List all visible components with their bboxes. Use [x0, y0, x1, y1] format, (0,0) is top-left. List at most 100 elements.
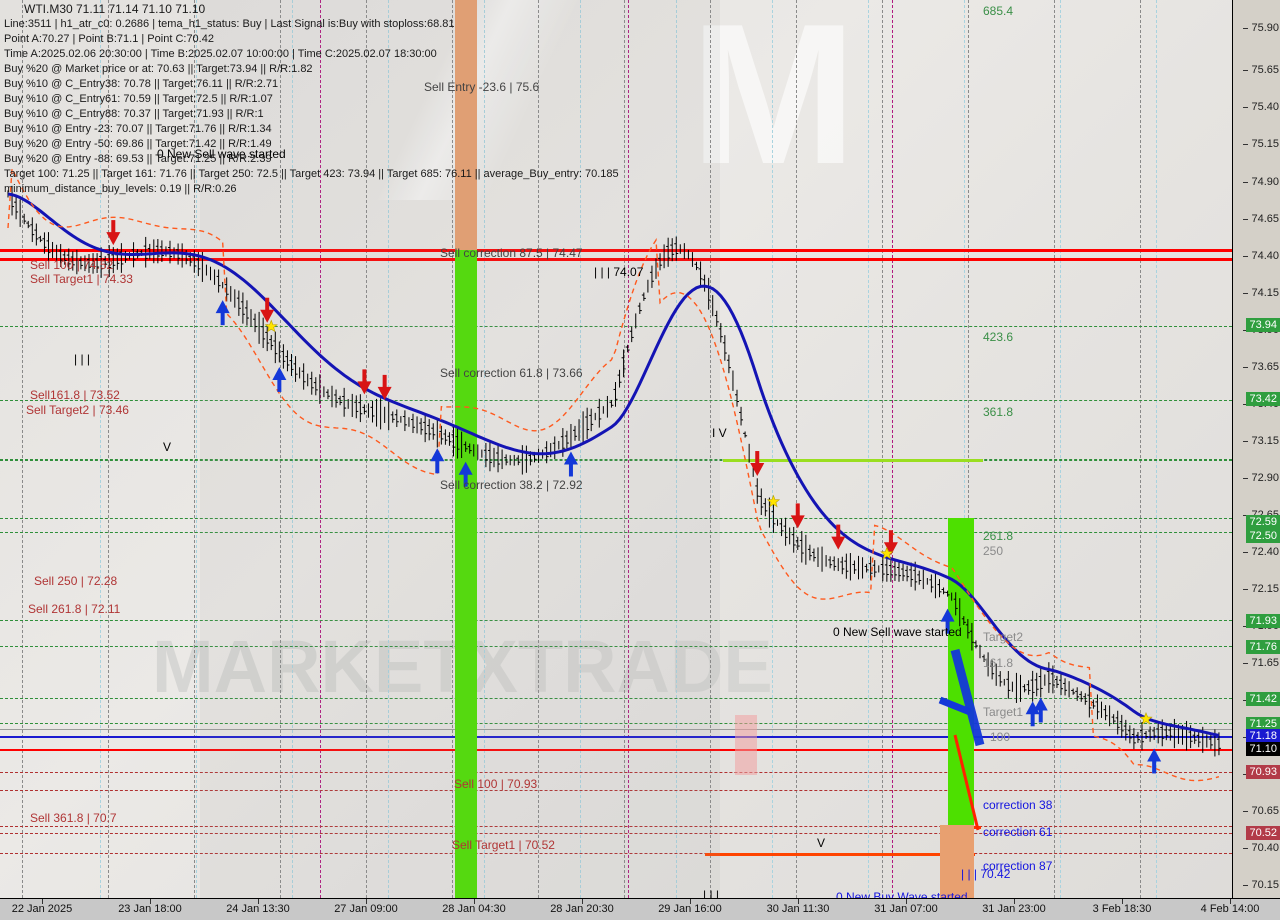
annotation-label: Sell Target1 | 70.52	[452, 838, 555, 852]
time-tick: 22 Jan 2025	[11, 903, 73, 915]
price-badge[interactable]: 72.50	[1246, 529, 1280, 543]
hgridline-sell	[0, 826, 1232, 827]
tick-dash	[1243, 663, 1249, 664]
price-tick: 75.40	[1243, 101, 1279, 113]
time-tick: 3 Feb 18:30	[1092, 903, 1152, 915]
tick-dash	[1243, 293, 1249, 294]
time-tick: 28 Jan 20:30	[550, 903, 614, 915]
hgridline-sell	[0, 772, 1232, 773]
time-tick: 30 Jan 11:30	[766, 903, 830, 915]
annotation-label: I V	[712, 426, 727, 440]
vgridline-session	[964, 0, 965, 898]
hgridline-fib	[0, 646, 1232, 647]
price-badge[interactable]: 71.18	[1246, 729, 1280, 743]
hgridline-fib	[0, 723, 1232, 724]
annotation-label: 250	[983, 544, 1004, 558]
tick-dash	[1243, 589, 1249, 590]
price-axis[interactable]: 75.90 75.65 75.40 75.15 74.90 74.65 74.40 74.15…	[1232, 0, 1280, 898]
price-tick: 71.65	[1243, 657, 1279, 669]
annotation-label: Sell 100 | 74.52	[30, 258, 114, 272]
band-pink-mid	[735, 715, 757, 775]
price-badge[interactable]: 72.59	[1246, 515, 1280, 529]
tick-dash	[1243, 774, 1249, 775]
annotation-label: 0 New Sell wave started	[157, 147, 286, 161]
annotation-label: 685.4	[983, 4, 1014, 18]
vgridline-marker	[320, 0, 321, 898]
price-badge[interactable]: 71.93	[1246, 614, 1280, 628]
price-tick: 72.15	[1243, 583, 1279, 595]
price-badge[interactable]: 73.94	[1246, 318, 1280, 332]
annotation-label: | | |	[74, 352, 91, 366]
hgridline-sell	[0, 853, 1232, 854]
annotation-label: | | | 74.07	[594, 265, 644, 279]
band-sell-entry-orange	[455, 0, 477, 258]
time-tick: 28 Jan 04:30	[442, 903, 506, 915]
price-badge[interactable]: 70.52	[1246, 826, 1280, 840]
time-axis[interactable]: 22 Jan 2025 23 Jan 18:00 24 Jan 13:30 27 Ja…	[0, 898, 1280, 920]
time-tick-mark	[150, 899, 151, 904]
vgridline-session	[580, 0, 581, 898]
annotation-label: 361.8	[983, 405, 1014, 419]
vgridline-marker	[892, 0, 893, 898]
time-tick: 23 Jan 18:00	[118, 903, 182, 915]
chart-plot-area[interactable]: MARKETXTRADE M Sell Entry -23.6 | 75.6Se…	[0, 0, 1233, 899]
time-tick: 29 Jan 16:00	[658, 903, 722, 915]
vgridline	[22, 0, 23, 898]
annotation-label: V	[163, 440, 172, 454]
price-badge[interactable]: 73.42	[1246, 392, 1280, 406]
tick-dash	[1243, 404, 1249, 405]
price-badge[interactable]: 71.10	[1246, 742, 1280, 756]
price-tick: 74.15	[1243, 287, 1279, 299]
price-tick: 75.65	[1243, 64, 1279, 76]
time-tick-mark	[1014, 899, 1015, 904]
annotation-label: 261.8	[983, 529, 1014, 543]
time-tick: 27 Jan 09:00	[334, 903, 398, 915]
price-tick: 74.65	[1243, 213, 1279, 225]
price-badge[interactable]: 70.93	[1246, 765, 1280, 779]
annotation-label: | | | 70.42	[961, 867, 1011, 881]
time-tick: 31 Jan 07:00	[874, 903, 938, 915]
hgridline-fib	[0, 326, 1232, 327]
tick-dash	[1243, 182, 1249, 183]
info-line-9: Buy %20 @ Entry -50: 69.86 || Target:71.…	[4, 138, 272, 150]
annotation-label: Sell correction 38.2 | 72.92	[440, 478, 583, 492]
hgridline-fib	[0, 459, 1232, 460]
tick-dash	[1243, 626, 1249, 627]
price-badge[interactable]: 71.42	[1246, 692, 1280, 706]
annotation-label: 100	[990, 730, 1011, 744]
annotation-label: Sell Target1 | 74.33	[30, 272, 133, 286]
annotation-label: Sell 261.8 | 72.11	[28, 602, 121, 616]
tick-dash	[1243, 367, 1249, 368]
price-badge[interactable]: 71.25	[1246, 717, 1280, 731]
support-line-orange	[705, 853, 975, 856]
vgridline-session	[388, 0, 389, 898]
tick-dash	[1243, 700, 1249, 701]
price-tick: 74.90	[1243, 176, 1279, 188]
annotation-label: Sell 250 | 72.28	[34, 574, 118, 588]
vgridline-session	[1060, 0, 1061, 898]
tick-dash	[1243, 552, 1249, 553]
price-badge[interactable]: 71.76	[1246, 640, 1280, 654]
annotation-label: 0 New Buy Wave started	[836, 890, 968, 899]
tick-dash	[1243, 515, 1249, 516]
vgridline-session	[676, 0, 677, 898]
annotation-label: V	[817, 836, 826, 850]
time-tick-mark	[906, 899, 907, 904]
price-tick: 70.15	[1243, 879, 1279, 891]
time-tick-mark	[690, 899, 691, 904]
annotation-label: correction 87	[983, 859, 1053, 873]
vgridline	[796, 0, 797, 898]
annotation-label: 161.8	[983, 656, 1014, 670]
time-tick-mark	[798, 899, 799, 904]
price-tick: 73.15	[1243, 435, 1279, 447]
annotation-label: 423.6	[983, 330, 1014, 344]
entry-line-blue	[0, 736, 1232, 738]
chart-info-panel: WTI.M30 71.11 71.14 71.10 71.10 Line:351…	[4, 2, 619, 197]
hgridline-sell	[0, 833, 1232, 834]
info-line-10: Buy %20 @ Entry -88: 69.53 || Target:71.…	[4, 153, 272, 165]
vgridline	[280, 0, 281, 898]
vgridline	[624, 0, 625, 898]
annotation-label: correction 38	[983, 798, 1053, 812]
hgridline-fib	[0, 620, 1232, 621]
